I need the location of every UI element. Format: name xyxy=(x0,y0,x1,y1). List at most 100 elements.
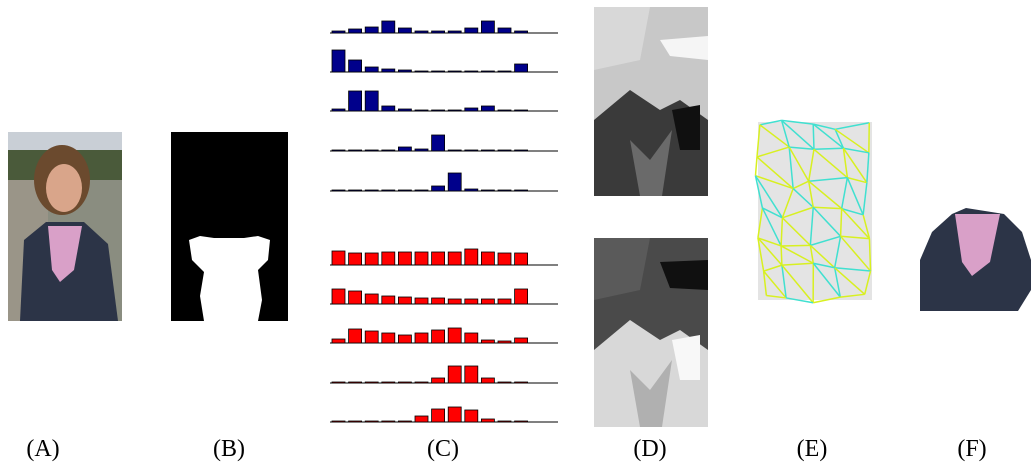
bar xyxy=(497,298,512,305)
bar xyxy=(497,420,512,423)
bar xyxy=(331,189,346,192)
edge xyxy=(842,147,868,184)
bar xyxy=(431,251,446,266)
edge xyxy=(840,235,872,272)
bar xyxy=(447,406,462,423)
bar xyxy=(397,27,412,34)
bar xyxy=(364,26,379,34)
edge xyxy=(834,129,845,149)
bar xyxy=(480,251,495,266)
bar xyxy=(381,295,396,305)
bar xyxy=(480,377,495,384)
bar xyxy=(414,251,429,266)
bar xyxy=(480,105,495,112)
bar xyxy=(397,108,412,112)
edge xyxy=(766,294,787,299)
bar xyxy=(480,189,495,192)
bar xyxy=(480,20,495,34)
edge xyxy=(781,119,815,150)
bar xyxy=(464,332,479,344)
bar xyxy=(464,107,479,112)
edge xyxy=(813,123,836,131)
edge xyxy=(761,207,782,247)
edge xyxy=(780,245,783,266)
bar xyxy=(431,70,446,73)
edge xyxy=(759,124,790,148)
bar xyxy=(497,27,512,34)
edge xyxy=(763,264,783,272)
bar xyxy=(431,30,446,34)
bar xyxy=(364,189,379,192)
bar xyxy=(514,149,528,152)
bar xyxy=(464,149,479,152)
bar xyxy=(381,20,396,34)
photo-a xyxy=(8,132,122,321)
bar xyxy=(497,252,512,266)
bar xyxy=(414,332,429,344)
edge xyxy=(813,148,848,179)
bar xyxy=(348,149,363,152)
bar xyxy=(364,381,379,384)
bar xyxy=(414,109,429,112)
panel-label: (D) xyxy=(633,436,666,462)
edge xyxy=(834,267,866,295)
bar xyxy=(397,146,412,152)
bar xyxy=(364,330,379,344)
bar xyxy=(348,252,363,266)
edge xyxy=(868,238,872,272)
bar xyxy=(381,149,396,152)
bar xyxy=(514,337,528,344)
edge xyxy=(754,175,784,219)
edge xyxy=(808,180,843,210)
bar xyxy=(348,90,363,112)
edge xyxy=(788,146,810,182)
bar xyxy=(464,365,479,384)
edge xyxy=(756,146,790,158)
bar xyxy=(447,172,462,192)
edge xyxy=(812,123,844,149)
bar xyxy=(348,381,363,384)
edge xyxy=(862,214,871,239)
bar xyxy=(331,420,346,423)
bar xyxy=(514,252,528,266)
edge xyxy=(862,182,868,215)
bar xyxy=(497,109,512,112)
bar xyxy=(381,420,396,423)
edge xyxy=(810,235,841,247)
edge xyxy=(788,147,794,189)
bar xyxy=(497,149,512,152)
bar xyxy=(381,105,396,112)
edge xyxy=(781,262,814,266)
triangulation-e xyxy=(754,119,872,304)
bar xyxy=(381,251,396,266)
bar xyxy=(381,332,396,344)
bar xyxy=(514,381,528,384)
bar xyxy=(331,149,346,152)
bar xyxy=(431,109,446,112)
panel-label: (F) xyxy=(957,436,986,462)
edge xyxy=(833,236,842,268)
edge xyxy=(781,119,814,125)
bar xyxy=(414,297,429,305)
bar xyxy=(414,189,429,192)
edge xyxy=(754,175,764,209)
edge xyxy=(808,176,848,182)
bar xyxy=(431,185,446,192)
bar xyxy=(397,189,412,192)
edge xyxy=(781,217,811,246)
bar xyxy=(331,288,346,305)
bar xyxy=(464,70,479,73)
bar xyxy=(514,420,528,423)
bar xyxy=(397,420,412,423)
bar xyxy=(364,252,379,266)
edge xyxy=(757,237,783,266)
bar xyxy=(480,418,495,423)
edge xyxy=(842,148,849,178)
edge xyxy=(812,206,842,237)
edge xyxy=(782,206,814,219)
panel-label: (E) xyxy=(797,436,828,462)
bar xyxy=(431,134,446,152)
bar xyxy=(447,30,462,34)
edge xyxy=(792,188,814,208)
